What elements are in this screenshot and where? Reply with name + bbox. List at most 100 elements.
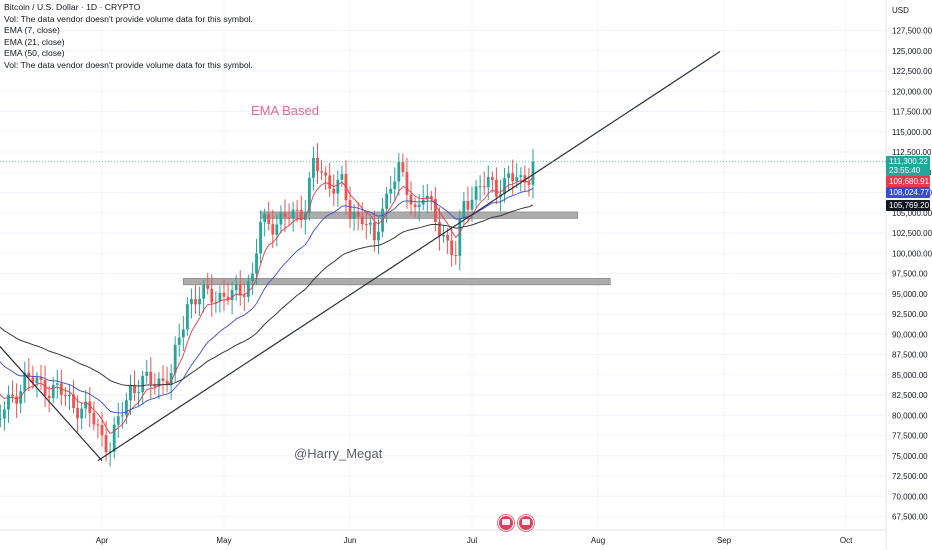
candle-body (360, 216, 364, 225)
y-tick-label: 120,000.00 (892, 87, 932, 96)
candle-body (531, 161, 535, 185)
candle-body (405, 171, 409, 195)
candle-body (100, 424, 104, 436)
us-flag-event-icon[interactable] (518, 515, 534, 531)
price-tag-value: 108,024.77 (889, 188, 930, 197)
candle-body (478, 186, 482, 188)
candle-body (165, 380, 169, 386)
candle-body (198, 298, 201, 305)
price-tag (886, 187, 930, 198)
price-tag-value: 111,300.22 (889, 157, 928, 166)
candle-body (230, 290, 234, 301)
candle-body (393, 181, 397, 189)
candle-body (238, 284, 242, 296)
y-tick-label: 112,500.00 (892, 148, 932, 157)
symbol-title[interactable]: Bitcoin / U.S. Dollar · 1D · CRYPTO (4, 2, 141, 12)
candle-body (27, 372, 31, 378)
candle-body (161, 378, 165, 381)
ema7-indicator[interactable]: EMA (7, close) (4, 25, 60, 35)
x-tick-label: Jun (344, 536, 357, 545)
candle-body (389, 188, 393, 194)
candle-body (275, 224, 279, 235)
volume-indicator-note-2[interactable]: Vol: The data vendor doesn't provide vol… (4, 59, 253, 70)
candle-body (454, 254, 458, 256)
ema21-indicator[interactable]: EMA (21, close) (4, 36, 65, 47)
y-tick-label: 127,500.00 (892, 27, 932, 36)
candle-body (39, 377, 43, 380)
candle-body (324, 172, 328, 176)
candle-body (173, 344, 177, 373)
candle-body (43, 379, 47, 396)
candle-body (312, 157, 315, 178)
candle-body (259, 222, 262, 254)
y-tick-label: 77,500.00 (892, 432, 928, 441)
x-tick-label: May (216, 536, 231, 545)
candle-body (116, 416, 120, 425)
currency-label: USD (892, 6, 909, 15)
candle-body (364, 224, 368, 226)
candle-body (76, 408, 80, 419)
candle-body (267, 214, 271, 225)
y-tick-label: 117,500.00 (892, 108, 932, 117)
y-tick-label: 70,000.00 (892, 492, 928, 501)
candle-body (185, 304, 189, 330)
candle-body (145, 371, 149, 376)
candle-body (120, 415, 124, 417)
price-tag (886, 200, 930, 211)
candle-body (15, 396, 19, 404)
candle-body (206, 284, 210, 289)
trendline (0, 345, 103, 462)
candle-body (246, 281, 250, 297)
candle-body (234, 284, 238, 291)
ema-7-line (0, 176, 534, 435)
x-tick-label: Oct (840, 536, 853, 545)
y-tick-label: 125,000.00 (892, 47, 932, 56)
candle-body (214, 301, 218, 303)
candle-body (438, 221, 441, 237)
candle-body (523, 175, 527, 183)
candle-body (271, 224, 275, 235)
candle-body (190, 299, 193, 305)
candle-body (0, 418, 2, 420)
x-tick-label: Apr (96, 536, 109, 545)
candle-body (429, 195, 433, 200)
candle-body (218, 292, 222, 302)
price-tag (886, 176, 930, 187)
candle-body (348, 200, 352, 219)
candle-body (417, 204, 421, 208)
us-flag-event-icon[interactable] (498, 515, 514, 531)
candlesticks (0, 143, 535, 467)
volume-indicator-note[interactable]: Vol: The data vendor doesn't provide vol… (4, 13, 253, 24)
trendlines (0, 51, 886, 462)
candle-body (149, 371, 153, 385)
candle-body (129, 385, 132, 401)
y-tick-label: 87,500.00 (892, 351, 928, 360)
ema50-indicator[interactable]: EMA (50, close) (4, 48, 65, 58)
price-tag-value: 105,769.20 (889, 201, 930, 210)
candle-body (356, 211, 360, 217)
candle-body (84, 401, 88, 409)
candle-body (23, 372, 27, 392)
candle-body (3, 409, 6, 419)
ema-21-line (0, 187, 534, 414)
candle-body (202, 284, 206, 299)
candle-body (104, 435, 108, 453)
grid (0, 0, 887, 550)
candle-body (340, 174, 344, 180)
candle-body (462, 201, 466, 219)
candle-body (434, 199, 437, 222)
candle-body (11, 394, 14, 397)
candle-body (55, 383, 59, 385)
candle-body (287, 217, 291, 219)
chart-legend: Bitcoin / U.S. Dollar · 1D · CRYPTO Vol:… (4, 2, 253, 71)
time-axis: Apr May Jun Jul Aug Sep Oct (96, 536, 853, 545)
candle-body (458, 218, 462, 256)
y-tick-label: 80,000.00 (892, 411, 928, 420)
candle-body (19, 391, 23, 404)
candle-body (320, 171, 323, 173)
ema-50-line (0, 204, 534, 387)
y-tick-label: 100,000.00 (892, 249, 932, 258)
candle-body (482, 186, 486, 188)
